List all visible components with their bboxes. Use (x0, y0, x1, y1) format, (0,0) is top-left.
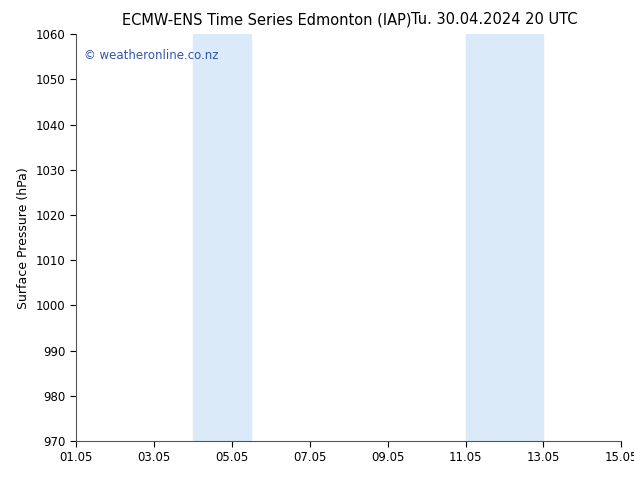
Bar (465, 34, 543, 441)
Text: © weatheronline.co.nz: © weatheronline.co.nz (84, 49, 219, 62)
Bar (193, 34, 251, 441)
Text: ECMW-ENS Time Series Edmonton (IAP): ECMW-ENS Time Series Edmonton (IAP) (122, 12, 411, 27)
Y-axis label: Surface Pressure (hPa): Surface Pressure (hPa) (17, 167, 30, 309)
Text: Tu. 30.04.2024 20 UTC: Tu. 30.04.2024 20 UTC (411, 12, 578, 27)
